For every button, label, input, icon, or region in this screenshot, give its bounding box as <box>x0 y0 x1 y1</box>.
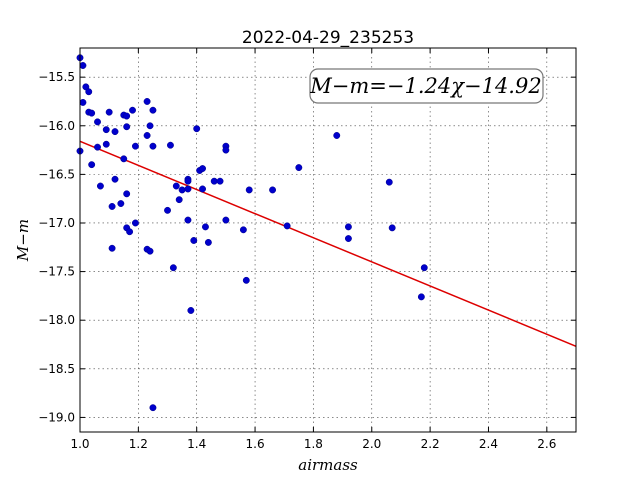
data-point <box>344 223 352 231</box>
data-point <box>102 140 110 148</box>
fit-equation: M−m=−1.24χ−14.92 <box>309 74 541 98</box>
plot-frame <box>79 47 577 433</box>
data-point <box>149 142 157 150</box>
data-point <box>126 228 134 236</box>
y-tick-label: −17.0 <box>38 216 75 230</box>
data-point <box>88 109 96 117</box>
data-point <box>111 175 119 183</box>
x-tick-label: 1.2 <box>129 437 148 451</box>
x-tick-label: 2.0 <box>362 437 381 451</box>
data-point <box>202 223 209 231</box>
data-point <box>131 219 139 227</box>
data-point <box>149 404 157 412</box>
data-point <box>184 216 192 224</box>
data-point <box>105 108 113 116</box>
data-point <box>123 112 131 120</box>
data-point <box>184 177 192 185</box>
y-axis-label: M−m <box>14 219 32 262</box>
annotation-box <box>309 68 544 104</box>
data-point <box>96 182 104 190</box>
fit-annotation: M−m=−1.24χ−14.92 <box>309 68 544 104</box>
data-point <box>117 200 125 207</box>
y-tick-label: −16.0 <box>38 119 75 133</box>
data-point <box>120 155 128 163</box>
x-tick-label: 1.4 <box>187 437 206 451</box>
data-point <box>344 235 352 242</box>
data-point <box>417 293 425 301</box>
data-point <box>184 185 192 193</box>
y-tick-label: −19.0 <box>38 410 75 424</box>
data-point <box>245 186 253 194</box>
data-point <box>94 143 101 151</box>
data-point <box>85 88 93 96</box>
data-point <box>111 128 119 136</box>
data-point <box>242 276 250 284</box>
x-tick-label: 1.8 <box>304 437 323 451</box>
data-point <box>129 106 136 114</box>
ticks-layer: 1.0 1.2 1.4 1.6 1.8 2.0 2.2 2.4 2.6 −15.5 −16.0 −16… <box>38 48 576 451</box>
fit-line <box>79 140 577 347</box>
data-point <box>239 226 247 234</box>
data-point <box>164 206 171 214</box>
data-point <box>210 177 218 185</box>
y-tick-label: −16.5 <box>38 167 75 181</box>
grid-layer <box>79 48 576 432</box>
data-point <box>166 141 174 149</box>
data-point <box>190 237 198 244</box>
points-layer <box>76 54 428 412</box>
data-point <box>108 203 116 210</box>
data-point <box>143 98 151 105</box>
y-tick-label: −18.0 <box>38 313 75 327</box>
data-point <box>123 190 131 198</box>
chart-title: 2022-04-29_235253 <box>242 28 414 48</box>
data-point <box>269 186 277 194</box>
x-tick-label: 1.6 <box>246 437 265 451</box>
data-point <box>178 186 186 194</box>
data-point <box>143 132 151 139</box>
y-tick-label: −18.5 <box>38 362 75 376</box>
data-point <box>146 247 154 255</box>
data-point <box>88 161 96 169</box>
data-point <box>193 125 201 133</box>
data-point <box>175 196 183 204</box>
x-tick-label: 2.6 <box>537 437 556 451</box>
data-point <box>146 122 154 130</box>
data-point <box>222 146 230 154</box>
x-tick-label: 2.2 <box>421 437 440 451</box>
data-point <box>102 126 110 134</box>
y-tick-label: −17.5 <box>38 265 75 279</box>
data-point <box>169 264 177 272</box>
y-tick-label: −15.5 <box>38 70 75 84</box>
data-point <box>283 222 291 230</box>
data-point <box>420 264 428 272</box>
data-point <box>295 164 303 172</box>
x-axis-label: airmass <box>298 456 358 474</box>
data-point <box>216 177 224 185</box>
data-point <box>222 216 230 224</box>
data-point <box>333 132 341 139</box>
data-point <box>204 238 212 246</box>
x-tick-label: 1.0 <box>70 437 89 451</box>
data-point <box>199 185 206 193</box>
data-point <box>108 244 116 252</box>
data-point <box>149 106 157 114</box>
data-point <box>385 178 393 186</box>
data-point <box>388 224 396 232</box>
data-point <box>172 182 180 190</box>
data-point <box>79 62 87 69</box>
data-point <box>131 142 139 150</box>
data-point <box>187 307 195 314</box>
x-tick-label: 2.4 <box>479 437 498 451</box>
data-point <box>199 165 206 172</box>
data-point <box>123 123 131 131</box>
data-point <box>79 98 87 106</box>
data-point <box>94 118 101 126</box>
